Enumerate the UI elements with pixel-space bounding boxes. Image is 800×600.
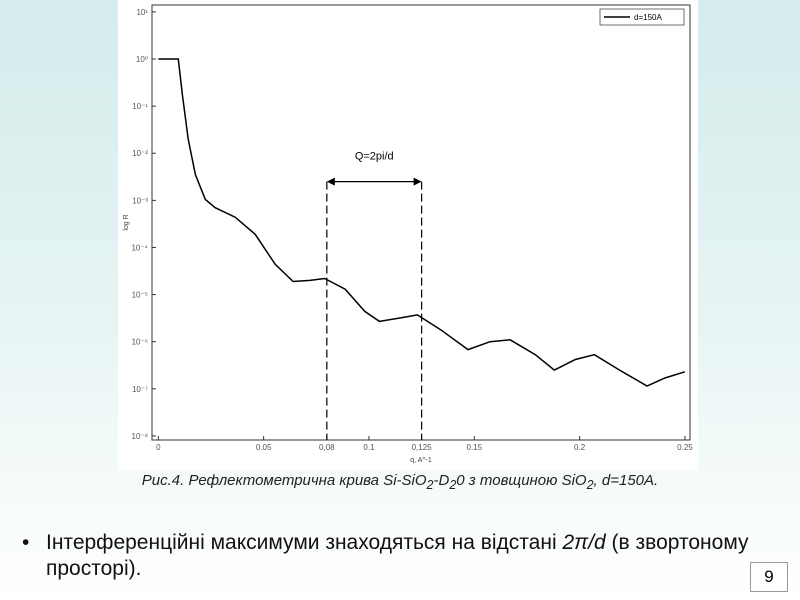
- chart: 10¹ 10⁰ 10⁻¹ 10⁻² 10⁻³ 10⁻⁴ 10⁻⁵ 10⁻⁶ 10⁻⁷ 10⁻⁸ 0 0…: [118, 0, 698, 470]
- x-axis-label: q, A^-1: [410, 457, 432, 464]
- legend-label: d=150A: [634, 13, 662, 22]
- y-tick-label: 10⁻⁷: [132, 385, 148, 394]
- bullet-part: (в звортоному просторі).: [46, 531, 749, 580]
- y-tick-label: 10⁻⁴: [131, 243, 148, 252]
- legend-box: [599, 8, 685, 26]
- x-tick-label: 0,125: [412, 443, 433, 452]
- y-tick-label: 10¹: [136, 8, 148, 17]
- y-tick-label: 10⁻⁵: [132, 291, 148, 300]
- y-axis-label: log R: [123, 214, 130, 230]
- y-tick-label: 10⁻⁸: [132, 432, 149, 441]
- arrow-head: [326, 177, 335, 186]
- data-line: [158, 58, 686, 387]
- caption-part: -D: [433, 472, 450, 489]
- y-tick-label: 10⁰: [136, 55, 148, 64]
- caption-part: 2: [449, 478, 457, 492]
- caption: Рис.4. Рефлектометрична крива Si-SiO2-D2…: [0, 472, 800, 492]
- y-tick-label: 10⁻¹: [132, 102, 148, 111]
- bullet-part: Інтерференційні максимуми знаходяться на…: [46, 531, 563, 554]
- annotation-text: Q=2pi/d: [355, 151, 394, 163]
- x-tick-label: 0: [156, 443, 161, 452]
- bullet-part: 2π/d: [562, 531, 606, 554]
- x-tick-label: 0.1: [363, 443, 375, 452]
- x-tick-label: 0,08: [319, 443, 335, 452]
- caption-part: 2: [426, 478, 434, 492]
- y-tick-label: 10⁻³: [132, 196, 148, 205]
- caption-part: 0 з товщиною SiO: [456, 472, 587, 489]
- plot-frame: [151, 4, 691, 441]
- x-tick-label: 0.2: [574, 443, 586, 452]
- x-tick-label: 0.25: [677, 443, 693, 452]
- x-tick-label: 0.15: [467, 443, 483, 452]
- caption-part: , d=150A.: [593, 472, 659, 489]
- x-tick-label: 0.05: [256, 443, 272, 452]
- caption-part: Рис.4. Рефлектометрична крива Si-SiO: [141, 472, 427, 489]
- bullet-text: Інтерференційні максимуми знаходяться на…: [46, 530, 782, 582]
- caption-part: 2: [586, 478, 594, 492]
- bullet-dot: •: [22, 531, 30, 554]
- chart-background: [118, 0, 698, 470]
- y-tick-label: 10⁻⁶: [132, 338, 148, 347]
- page-number: 9: [750, 562, 788, 592]
- y-tick-label: 10⁻²: [132, 149, 148, 158]
- arrow-head: [413, 177, 422, 186]
